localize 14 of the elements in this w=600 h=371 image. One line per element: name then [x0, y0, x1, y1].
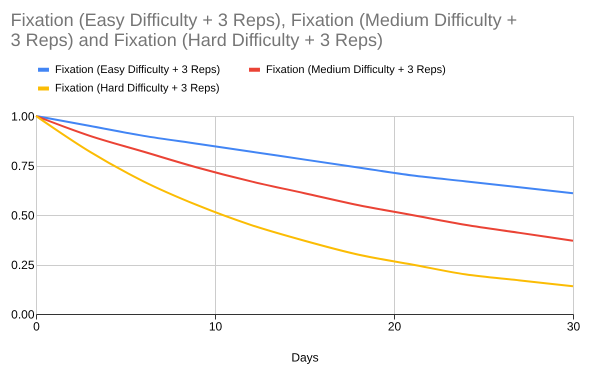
legend-label: Fixation (Easy Difficulty + 3 Reps) — [55, 64, 220, 76]
x-tick-label: 0 — [33, 320, 40, 334]
x-axis-title: Days — [291, 350, 319, 364]
x-tick-label: 10 — [208, 320, 222, 334]
legend-label: Fixation (Hard Difficulty + 3 Reps) — [55, 82, 220, 94]
x-tick-label: 30 — [566, 320, 580, 334]
x-tick-label: 20 — [388, 320, 402, 334]
y-tick-label: 0.25 — [11, 258, 35, 272]
y-tick-label: 1.00 — [11, 110, 35, 124]
legend-label: Fixation (Medium Difficulty + 3 Reps) — [266, 64, 446, 76]
chart-title: Fixation (Easy Difficulty + 3 Reps), Fixation (Medium Difficulty + 3 Reps) and Fixation (Hard Difficulty + 3 Reps) — [10, 10, 518, 50]
y-tick-label: 0.00 — [11, 308, 35, 322]
y-tick-label: 0.50 — [11, 208, 35, 222]
y-tick-label: 0.75 — [11, 159, 35, 173]
